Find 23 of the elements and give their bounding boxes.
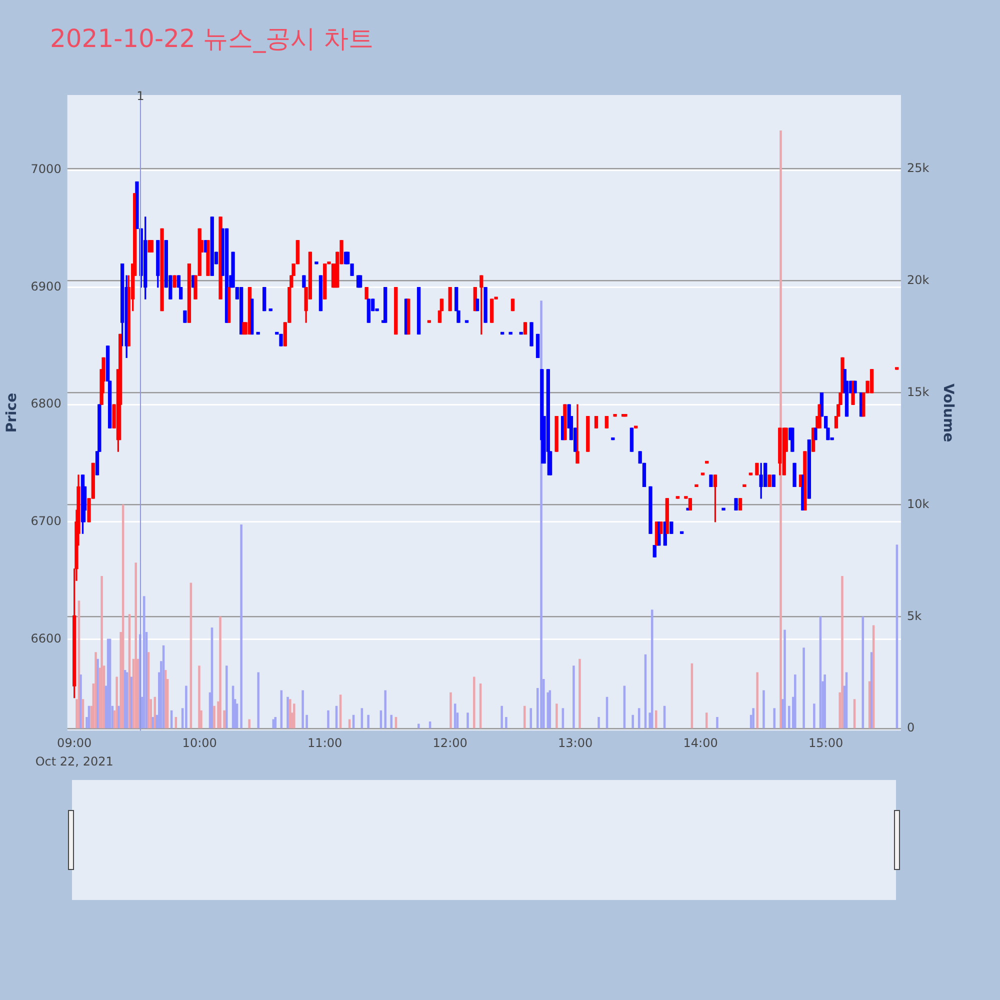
y-tick-label: 6900	[30, 279, 62, 294]
y2-tick-label: 10k	[906, 496, 930, 511]
y-tick-label: 7000	[30, 162, 62, 176]
x-tick-label: 12:00	[432, 736, 468, 750]
x-tick-label: 15:00	[808, 736, 844, 750]
y2-axis-title: Volume	[940, 384, 956, 442]
x-tick-label: 11:00	[308, 736, 342, 750]
y-axis-title: Price	[4, 392, 20, 433]
annotation: 1	[136, 89, 144, 104]
y-tick-label: 6600	[30, 631, 62, 646]
y2-tick-label: 20k	[906, 272, 930, 287]
y2-tick-label: 5k	[906, 608, 922, 623]
x-tick-label: 10:00	[182, 736, 217, 750]
y2-tick-label: 15k	[906, 384, 930, 399]
y-tick-label: 6700	[30, 514, 62, 528]
y2-tick-label: 0	[906, 720, 915, 735]
x-tick-label: 09:00	[57, 736, 92, 750]
x-tick-label: 13:00	[558, 736, 593, 750]
chart-title: 2021-10-22 뉴스_공시 차트	[50, 23, 374, 55]
x-tick-label: 14:00	[683, 736, 718, 750]
y2-tick-label: 25k	[906, 161, 930, 176]
text: Oct 22, 2021	[35, 754, 114, 769]
y-tick-label: 6800	[30, 396, 62, 411]
